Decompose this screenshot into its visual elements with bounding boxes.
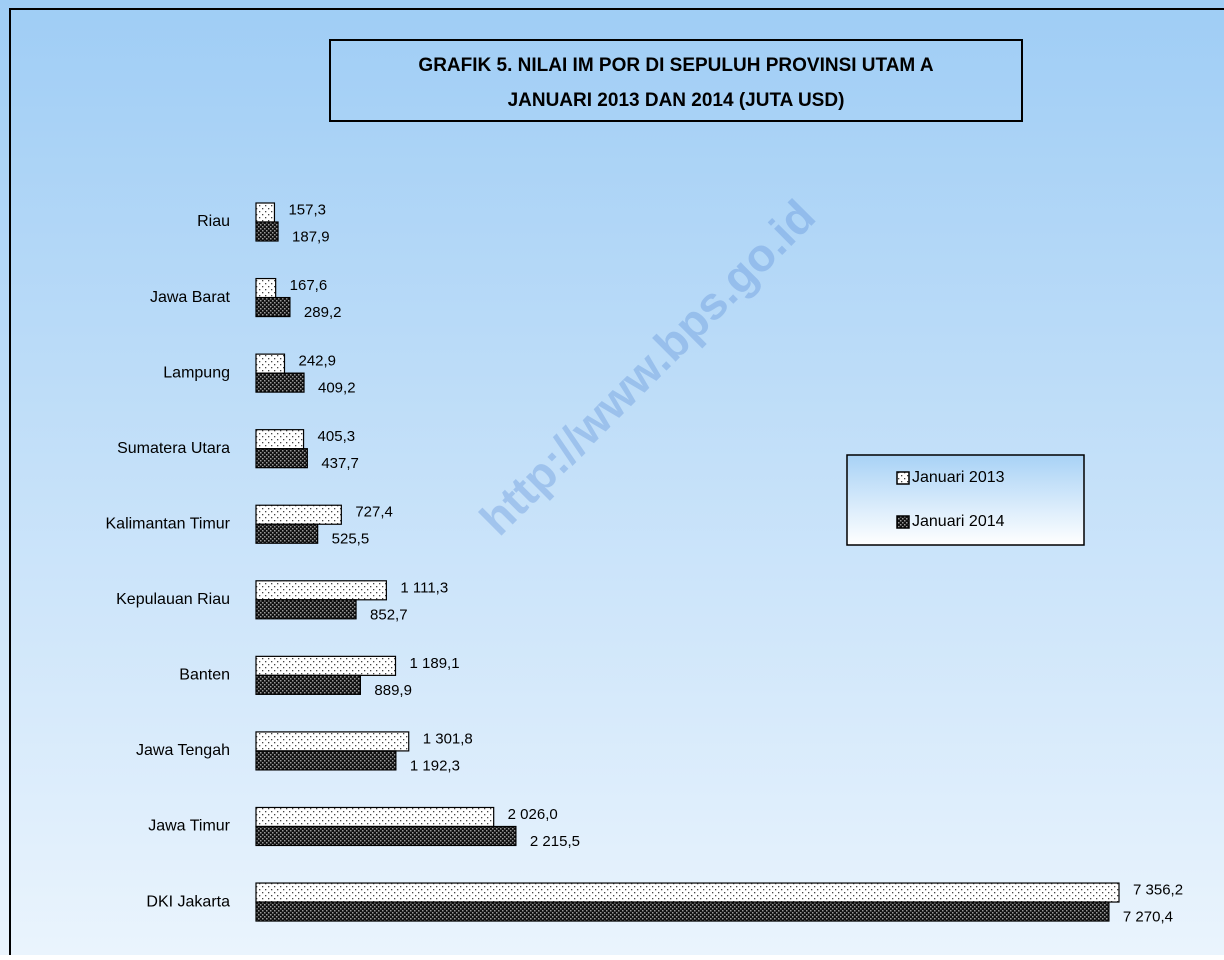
value-label: 405,3 [318, 428, 356, 445]
value-label: 1 111,3 [400, 579, 448, 596]
chart-title: GRAFIK 5. NILAI IM POR DI SEPULUH PROVIN… [418, 55, 933, 76]
bar [255, 580, 387, 601]
y-tick-label: Kalimantan Timur [106, 515, 231, 532]
value-label: 157,3 [288, 201, 326, 218]
bar [255, 277, 277, 299]
bar [255, 353, 286, 374]
value-label: 1 301,8 [423, 730, 473, 747]
value-label: 1 192,3 [410, 757, 460, 774]
bar [255, 901, 1110, 922]
y-tick-label: DKI Jakarta [146, 893, 230, 910]
y-tick-label: Sumatera Utara [117, 440, 230, 457]
bar [255, 504, 342, 525]
chart-title: JANUARI 2013 DAN 2014 (JUTA USD) [508, 90, 845, 111]
bar [255, 655, 397, 676]
bar [255, 882, 1120, 903]
y-tick-label: Jawa Barat [150, 289, 231, 306]
value-label: 525,5 [332, 531, 370, 548]
value-label: 242,9 [298, 353, 336, 370]
legend-label: Januari 2014 [912, 513, 1005, 530]
bar [255, 731, 410, 752]
bar [255, 296, 291, 318]
y-tick-label: Lampung [163, 364, 230, 381]
y-tick-label: Jawa Timur [148, 818, 230, 835]
bar [255, 372, 305, 393]
bar [255, 750, 397, 771]
bar [255, 429, 305, 450]
y-tick-label: Jawa Tengah [136, 742, 230, 759]
value-label: 889,9 [374, 682, 412, 699]
bar [255, 806, 495, 828]
value-label: 289,2 [304, 304, 342, 321]
bar [255, 221, 279, 242]
bar [255, 202, 276, 223]
y-tick-label: Banten [179, 667, 230, 684]
value-label: 409,2 [318, 380, 356, 397]
legend-box [846, 454, 1085, 546]
bar [255, 599, 357, 620]
bar [255, 825, 517, 847]
value-label: 7 270,4 [1123, 909, 1173, 926]
bar [255, 523, 319, 544]
value-label: 167,6 [290, 277, 328, 294]
legend-swatch [896, 515, 910, 529]
bar [255, 448, 308, 469]
value-label: 437,7 [321, 455, 359, 472]
value-label: 2 026,0 [508, 806, 558, 823]
value-label: 187,9 [292, 228, 330, 245]
legend-swatch [896, 471, 910, 485]
value-label: 852,7 [370, 606, 408, 623]
legend-label: Januari 2013 [912, 469, 1005, 486]
value-label: 1 189,1 [410, 655, 460, 672]
value-label: 727,4 [355, 504, 393, 521]
title-box [329, 39, 1023, 122]
y-tick-label: Kepulauan Riau [116, 591, 230, 608]
frame [9, 8, 1224, 955]
value-label: 7 356,2 [1133, 882, 1183, 899]
bar [255, 674, 361, 695]
value-label: 2 215,5 [530, 833, 580, 850]
y-tick-label: Riau [197, 213, 230, 230]
